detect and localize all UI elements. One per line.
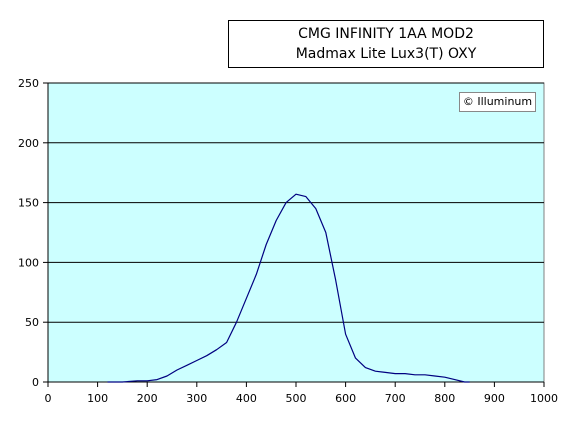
y-tick-label-50: 50 [25, 316, 39, 329]
x-tick-label-800: 800 [434, 392, 455, 405]
x-tick-label-700: 700 [385, 392, 406, 405]
x-tick-label-900: 900 [484, 392, 505, 405]
x-tick-label-500: 500 [286, 392, 307, 405]
x-tick-label-400: 400 [236, 392, 257, 405]
chart-subtitle: Madmax Lite Lux3(T) OXY [295, 46, 477, 62]
x-tick-label-1000: 1000 [530, 392, 558, 405]
x-tick-label-100: 100 [87, 392, 108, 405]
y-tick-label-0: 0 [32, 376, 39, 389]
x-tick-label-600: 600 [335, 392, 356, 405]
chart-title: CMG INFINITY 1AA MOD2 [298, 26, 474, 42]
credit-label: © Illuminum [459, 92, 536, 112]
series-line-0 [107, 193, 470, 383]
x-tick-label-300: 300 [186, 392, 207, 405]
x-tick-label-0: 0 [45, 392, 52, 405]
y-tick-label-250: 250 [18, 77, 39, 90]
plot-area [47, 82, 545, 383]
y-tick-label-200: 200 [18, 137, 39, 150]
chart-title-box: CMG INFINITY 1AA MOD2 Madmax Lite Lux3(T… [228, 20, 544, 68]
y-tick-label-100: 100 [18, 256, 39, 269]
y-tick-label-150: 150 [18, 197, 39, 210]
x-tick-label-200: 200 [137, 392, 158, 405]
